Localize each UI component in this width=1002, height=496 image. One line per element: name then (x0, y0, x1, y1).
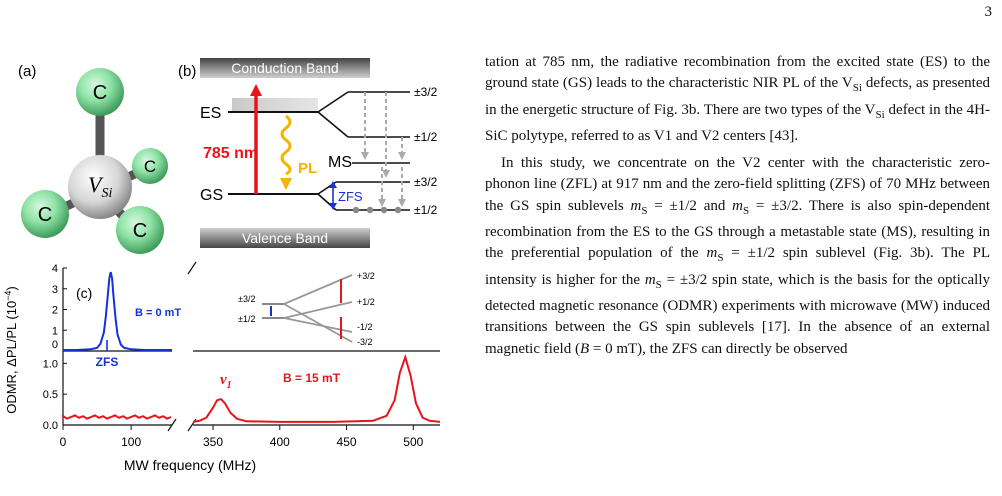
gs-level-12: ±1/2 (414, 203, 438, 217)
panel-label-c: (c) (76, 285, 92, 301)
y-tick-bottom-0: 1.0 (43, 358, 58, 370)
x-tick-0: 0 (60, 435, 67, 449)
series-b0-line (63, 271, 172, 351)
atom-label-left: C (38, 204, 52, 226)
inset-right-p32: +3/2 (357, 271, 375, 281)
zfs-label: ZFS (338, 189, 363, 204)
pl-label: PL (298, 160, 317, 177)
carbon-atom-front (116, 206, 164, 254)
inset-right-p12: +1/2 (357, 297, 375, 307)
x-tick-450: 450 (337, 435, 357, 449)
y-tick-bottom-1: 0.5 (43, 389, 58, 401)
legend-b15: B = 15 mT (283, 371, 341, 385)
x-tick-350: 350 (203, 435, 223, 449)
excitation-label: 785 nm (203, 145, 258, 162)
zfs-axis-label: ZFS (96, 355, 119, 369)
panel-label-a: (a) (18, 63, 36, 80)
x-tick-400: 400 (270, 435, 290, 449)
carbon-atom-left (21, 190, 69, 238)
zeeman-inset: ±3/2 ±1/2 +3/2 +1/2 -1/2 -3/2 (238, 271, 375, 347)
x-tick-500: 500 (403, 435, 423, 449)
y-tick-top-2: 2 (52, 305, 58, 317)
valence-band-label: Valence Band (242, 230, 328, 246)
gs-label: GS (200, 187, 223, 204)
figure-3: (a) C C C C VSi (b) Conduction Band Vale… (3, 58, 441, 473)
atom-label-back: C (144, 157, 156, 176)
y-tick-bottom-2: 0.0 (43, 420, 58, 432)
series-b15-baseline (62, 414, 172, 420)
es-level-12: ±1/2 (414, 130, 438, 144)
y-tick-top-1: 1 (52, 325, 58, 337)
atom-label-front: C (133, 220, 147, 242)
inset-right-m32: -3/2 (357, 337, 373, 347)
nu1-label: ν1 (220, 372, 232, 391)
ms-label: MS (328, 154, 352, 171)
conduction-band (200, 58, 370, 78)
inset-left-12: ±1/2 (238, 314, 255, 324)
paragraph-1: tation at 785 nm, the radiative recombin… (485, 54, 990, 144)
y-tick-top-0: 0 (52, 339, 58, 351)
gs-level-32: ±3/2 (414, 175, 438, 189)
y-tick-top-3: 3 (52, 284, 58, 296)
vsi-structure: C C C C VSi (21, 68, 168, 254)
es-level-32: ±3/2 (414, 85, 438, 99)
inset-left-32: ±3/2 (238, 294, 255, 304)
series-b15-line (192, 353, 441, 423)
pl-arrow (280, 114, 292, 176)
es-broad-band (232, 98, 318, 112)
panel-label-b: (b) (178, 63, 196, 80)
carbon-atom-top (76, 68, 124, 116)
atom-label-top: C (93, 82, 107, 104)
inset-right-m12: -1/2 (357, 322, 373, 332)
x-axis-label: MW frequency (MHz) (124, 457, 256, 473)
y-axis-label: ODMR, ΔPL/PL (10−4) (3, 286, 19, 414)
paragraph-2: In this study, we concentrate on the V2 … (485, 155, 991, 357)
page-number: 3 (984, 4, 993, 20)
y-tick-top-4: 4 (52, 263, 58, 275)
conduction-band-label: Conduction Band (231, 60, 338, 76)
body-text: tation at 785 nm, the radiative recombin… (485, 52, 990, 360)
energy-diagram: Conduction Band Valence Band ES GS MS ±3… (200, 58, 438, 248)
x-tick-100: 100 (121, 435, 141, 449)
valence-band (200, 228, 370, 248)
es-label: ES (200, 105, 221, 122)
legend-b0: B = 0 mT (135, 307, 181, 319)
vacancy-site (68, 155, 132, 219)
carbon-atom-back (132, 148, 168, 184)
vsi-label: VSi (88, 172, 112, 201)
